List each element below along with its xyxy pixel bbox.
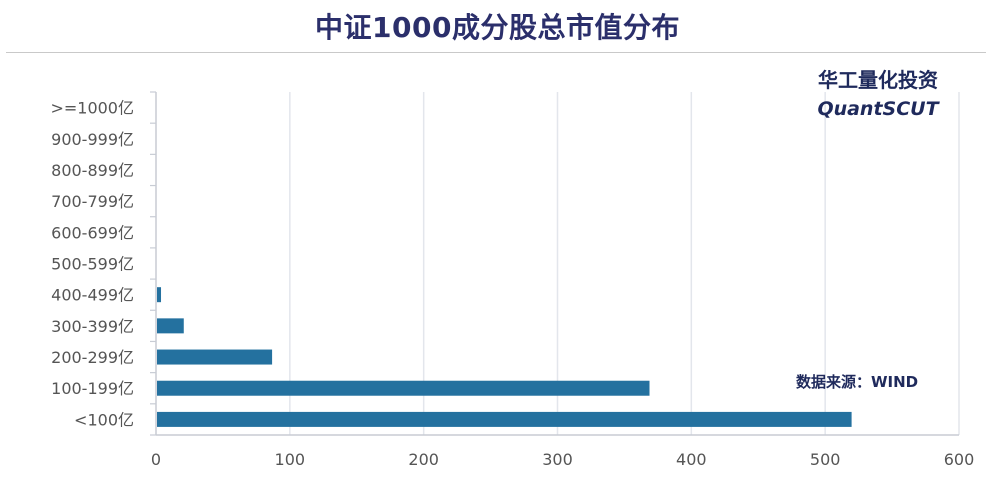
y-tick-label: 900-999亿 [51,130,134,149]
axes [150,91,959,436]
bar [157,287,162,303]
bar [157,349,273,365]
x-tick-label: 100 [275,450,306,469]
bar [157,380,650,396]
x-tick-label: 200 [408,450,439,469]
x-tick-label: 500 [810,450,841,469]
x-tick-label: 300 [542,450,573,469]
gridlines [289,92,960,435]
watermark-en: QuantSCUT [817,98,939,120]
x-tick-label: 0 [151,450,161,469]
y-tick-label: 300-399亿 [51,317,134,336]
y-tick-label: 500-599亿 [51,255,134,274]
bar [157,318,184,334]
y-tick-label: >=1000亿 [50,99,134,118]
x-tick-labels: 0 100 200 300 400 500 600 [151,450,974,469]
bars [157,287,852,427]
y-tick-labels: >=1000亿 900-999亿 800-899亿 700-799亿 600-699亿 5… [50,99,134,430]
y-tick-label: <100亿 [74,410,134,429]
x-tick-label: 400 [676,450,707,469]
y-tick-label: 700-799亿 [51,192,134,211]
chart-title: 中证1000成分股总市值分布 [315,11,680,44]
y-tick-label: 600-699亿 [51,223,134,242]
y-tick-label: 100-199亿 [51,379,134,398]
title-divider [6,52,986,53]
source-note: 数据来源：WIND [796,373,919,391]
x-tick-label: 600 [944,450,975,469]
y-tick-label: 400-499亿 [51,286,134,305]
bar [157,411,852,427]
watermark-cn: 华工量化投资 [818,68,938,92]
y-tick-label: 200-299亿 [51,348,134,367]
y-tick-label: 800-899亿 [51,161,134,180]
